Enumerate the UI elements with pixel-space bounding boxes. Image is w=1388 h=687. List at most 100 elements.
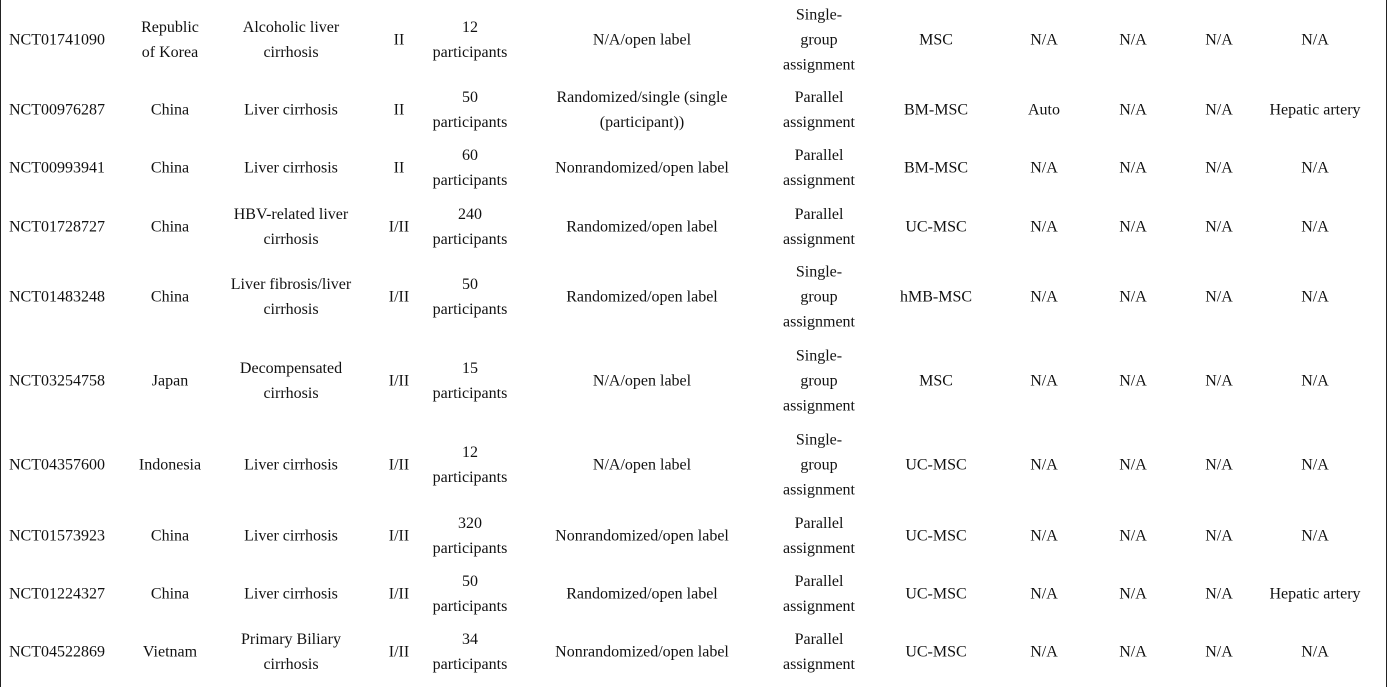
cell-allocation-masking: Nonrandomized/open label: [555, 643, 729, 661]
cell-dose: N/A: [1119, 101, 1147, 119]
cell-route: N/A: [1301, 643, 1329, 661]
cell-source: N/A: [1030, 643, 1058, 661]
cell-phase: I/II: [388, 372, 410, 390]
cell-trial-id: NCT03254758: [9, 372, 105, 390]
cell-allocation-masking: Randomized/open label: [566, 218, 718, 236]
cell-source: N/A: [1030, 31, 1058, 49]
cell-condition: Alcoholic liver cirrhosis: [242, 19, 340, 61]
cell-enrollment: 12 participants: [432, 444, 508, 486]
cell-phase: II: [393, 159, 405, 177]
cell-enrollment: 320 participants: [432, 515, 508, 557]
cell-trial-id: NCT01224327: [9, 585, 105, 603]
cell-cell-type: UC-MSC: [905, 643, 967, 661]
cell-frequency: N/A: [1205, 527, 1233, 545]
cell-allocation-masking: N/A/open label: [592, 31, 692, 49]
cell-enrollment: 50 participants: [432, 276, 508, 318]
cell-frequency: N/A: [1205, 159, 1233, 177]
cell-condition: Decompensated cirrhosis: [239, 360, 343, 402]
table-left-border: [0, 0, 1, 687]
cell-country: China: [150, 218, 190, 236]
cell-enrollment: 12 participants: [432, 19, 508, 61]
cell-route: N/A: [1301, 31, 1329, 49]
cell-intervention-model: Parallel assignment: [783, 631, 855, 673]
cell-intervention-model: Single-group assignment: [783, 6, 855, 74]
cell-route: Hepatic artery: [1269, 101, 1361, 119]
cell-dose: N/A: [1119, 456, 1147, 474]
cell-condition: Liver cirrhosis: [244, 585, 338, 603]
cell-dose: N/A: [1119, 643, 1147, 661]
cell-route: Hepatic artery: [1269, 585, 1361, 603]
cell-dose: N/A: [1119, 31, 1147, 49]
cell-cell-type: UC-MSC: [905, 456, 967, 474]
cell-enrollment: 15 participants: [432, 360, 508, 402]
cell-trial-id: NCT00976287: [9, 101, 105, 119]
cell-route: N/A: [1301, 527, 1329, 545]
cell-route: N/A: [1301, 456, 1329, 474]
cell-allocation-masking: Nonrandomized/open label: [555, 527, 729, 545]
cell-phase: II: [393, 101, 405, 119]
cell-intervention-model: Parallel assignment: [783, 573, 855, 615]
cell-dose: N/A: [1119, 527, 1147, 545]
cell-condition: Liver cirrhosis: [244, 101, 338, 119]
cell-allocation-masking: Randomized/open label: [566, 585, 718, 603]
cell-allocation-masking: N/A/open label: [592, 456, 692, 474]
cell-cell-type: hMB-MSC: [899, 288, 973, 306]
cell-country: Japan: [151, 372, 189, 390]
cell-frequency: N/A: [1205, 643, 1233, 661]
cell-route: N/A: [1301, 159, 1329, 177]
cell-frequency: N/A: [1205, 101, 1233, 119]
cell-intervention-model: Parallel assignment: [783, 89, 855, 131]
cell-intervention-model: Single-group assignment: [783, 431, 855, 499]
cell-country: Indonesia: [138, 456, 202, 474]
cell-trial-id: NCT01728727: [9, 218, 105, 236]
cell-route: N/A: [1301, 218, 1329, 236]
cell-frequency: N/A: [1205, 31, 1233, 49]
cell-source: N/A: [1030, 288, 1058, 306]
cell-route: N/A: [1301, 372, 1329, 390]
cell-frequency: N/A: [1205, 288, 1233, 306]
cell-condition: Primary Biliary cirrhosis: [241, 631, 341, 673]
cell-source: N/A: [1030, 218, 1058, 236]
cell-phase: I/II: [388, 288, 410, 306]
cell-cell-type: MSC: [919, 31, 953, 49]
cell-dose: N/A: [1119, 372, 1147, 390]
cell-frequency: N/A: [1205, 585, 1233, 603]
cell-source: N/A: [1030, 527, 1058, 545]
cell-intervention-model: Parallel assignment: [783, 206, 855, 248]
cell-intervention-model: Parallel assignment: [783, 515, 855, 557]
cell-country: China: [150, 288, 190, 306]
cell-dose: N/A: [1119, 585, 1147, 603]
cell-intervention-model: Parallel assignment: [783, 147, 855, 189]
cell-condition: Liver fibrosis/liver cirrhosis: [230, 276, 352, 318]
cell-enrollment: 50 participants: [432, 89, 508, 131]
cell-allocation-masking: Randomized/open label: [566, 288, 718, 306]
cell-source: N/A: [1030, 456, 1058, 474]
cell-phase: I/II: [388, 218, 410, 236]
cell-cell-type: BM-MSC: [903, 101, 969, 119]
cell-phase: I/II: [388, 527, 410, 545]
cell-dose: N/A: [1119, 159, 1147, 177]
cell-country: China: [150, 527, 190, 545]
cell-enrollment: 50 participants: [432, 573, 508, 615]
cell-trial-id: NCT01483248: [9, 288, 105, 306]
cell-enrollment: 34 participants: [432, 631, 508, 673]
cell-enrollment: 240 participants: [432, 206, 508, 248]
cell-phase: I/II: [388, 456, 410, 474]
cell-phase: II: [393, 31, 405, 49]
cell-phase: I/II: [388, 585, 410, 603]
cell-enrollment: 60 participants: [432, 147, 508, 189]
table-right-border: [1386, 0, 1387, 687]
cell-trial-id: NCT01573923: [9, 527, 105, 545]
cell-country: China: [150, 159, 190, 177]
cell-source: N/A: [1030, 585, 1058, 603]
cell-cell-type: UC-MSC: [905, 527, 967, 545]
cell-source: N/A: [1030, 159, 1058, 177]
cell-phase: I/II: [388, 643, 410, 661]
cell-dose: N/A: [1119, 218, 1147, 236]
cell-cell-type: MSC: [919, 372, 953, 390]
cell-country: Republic of Korea: [141, 19, 199, 61]
cell-country: Vietnam: [142, 643, 198, 661]
cell-condition: HBV-related liver cirrhosis: [233, 206, 349, 248]
cell-cell-type: UC-MSC: [905, 218, 967, 236]
cell-dose: N/A: [1119, 288, 1147, 306]
